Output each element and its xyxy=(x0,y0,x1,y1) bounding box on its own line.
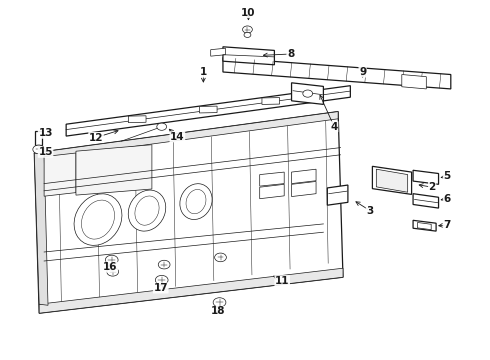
Polygon shape xyxy=(402,75,426,89)
Polygon shape xyxy=(44,153,76,196)
Text: 13: 13 xyxy=(38,128,53,138)
Circle shape xyxy=(155,275,168,285)
Circle shape xyxy=(215,253,226,262)
Polygon shape xyxy=(34,112,343,313)
Polygon shape xyxy=(413,170,439,184)
Circle shape xyxy=(244,32,251,37)
Polygon shape xyxy=(417,222,431,230)
Polygon shape xyxy=(372,166,412,194)
Ellipse shape xyxy=(81,200,115,239)
Polygon shape xyxy=(34,112,338,160)
Text: 17: 17 xyxy=(153,283,168,293)
Polygon shape xyxy=(292,83,323,104)
Text: 9: 9 xyxy=(359,67,366,77)
Circle shape xyxy=(105,255,118,265)
Text: 18: 18 xyxy=(211,306,225,316)
Text: 15: 15 xyxy=(38,147,53,157)
Circle shape xyxy=(108,264,116,270)
Polygon shape xyxy=(128,116,146,123)
Polygon shape xyxy=(223,58,451,89)
Circle shape xyxy=(157,123,167,130)
Circle shape xyxy=(158,260,170,269)
Text: 2: 2 xyxy=(429,182,436,192)
Polygon shape xyxy=(413,220,436,231)
Circle shape xyxy=(158,284,166,290)
Polygon shape xyxy=(211,48,225,56)
Circle shape xyxy=(213,298,226,307)
Ellipse shape xyxy=(135,196,159,225)
Ellipse shape xyxy=(74,194,122,246)
Text: 7: 7 xyxy=(443,220,451,230)
Polygon shape xyxy=(292,169,316,184)
Polygon shape xyxy=(39,268,343,313)
Text: 4: 4 xyxy=(330,122,338,132)
Circle shape xyxy=(303,90,313,97)
Text: 10: 10 xyxy=(241,8,256,18)
Polygon shape xyxy=(76,145,152,195)
Ellipse shape xyxy=(180,184,212,220)
Ellipse shape xyxy=(186,189,206,214)
Polygon shape xyxy=(327,185,348,205)
Polygon shape xyxy=(35,131,42,145)
Polygon shape xyxy=(199,106,217,113)
Polygon shape xyxy=(262,98,280,104)
Polygon shape xyxy=(413,194,439,208)
Circle shape xyxy=(33,145,45,154)
Polygon shape xyxy=(34,153,48,305)
Circle shape xyxy=(216,307,223,312)
Polygon shape xyxy=(223,47,274,65)
Text: 16: 16 xyxy=(103,262,118,272)
Text: 11: 11 xyxy=(275,276,290,286)
Text: 6: 6 xyxy=(443,194,450,204)
Text: 12: 12 xyxy=(89,132,103,143)
Polygon shape xyxy=(260,172,284,186)
Text: 5: 5 xyxy=(443,171,450,181)
Ellipse shape xyxy=(128,190,166,231)
Polygon shape xyxy=(376,169,408,192)
Polygon shape xyxy=(260,184,284,199)
Text: 1: 1 xyxy=(200,67,207,77)
Text: 3: 3 xyxy=(367,206,373,216)
Circle shape xyxy=(243,26,252,33)
Text: 14: 14 xyxy=(170,132,185,142)
Text: 8: 8 xyxy=(287,49,294,59)
Circle shape xyxy=(107,267,119,276)
Polygon shape xyxy=(66,86,350,136)
Polygon shape xyxy=(292,181,316,197)
